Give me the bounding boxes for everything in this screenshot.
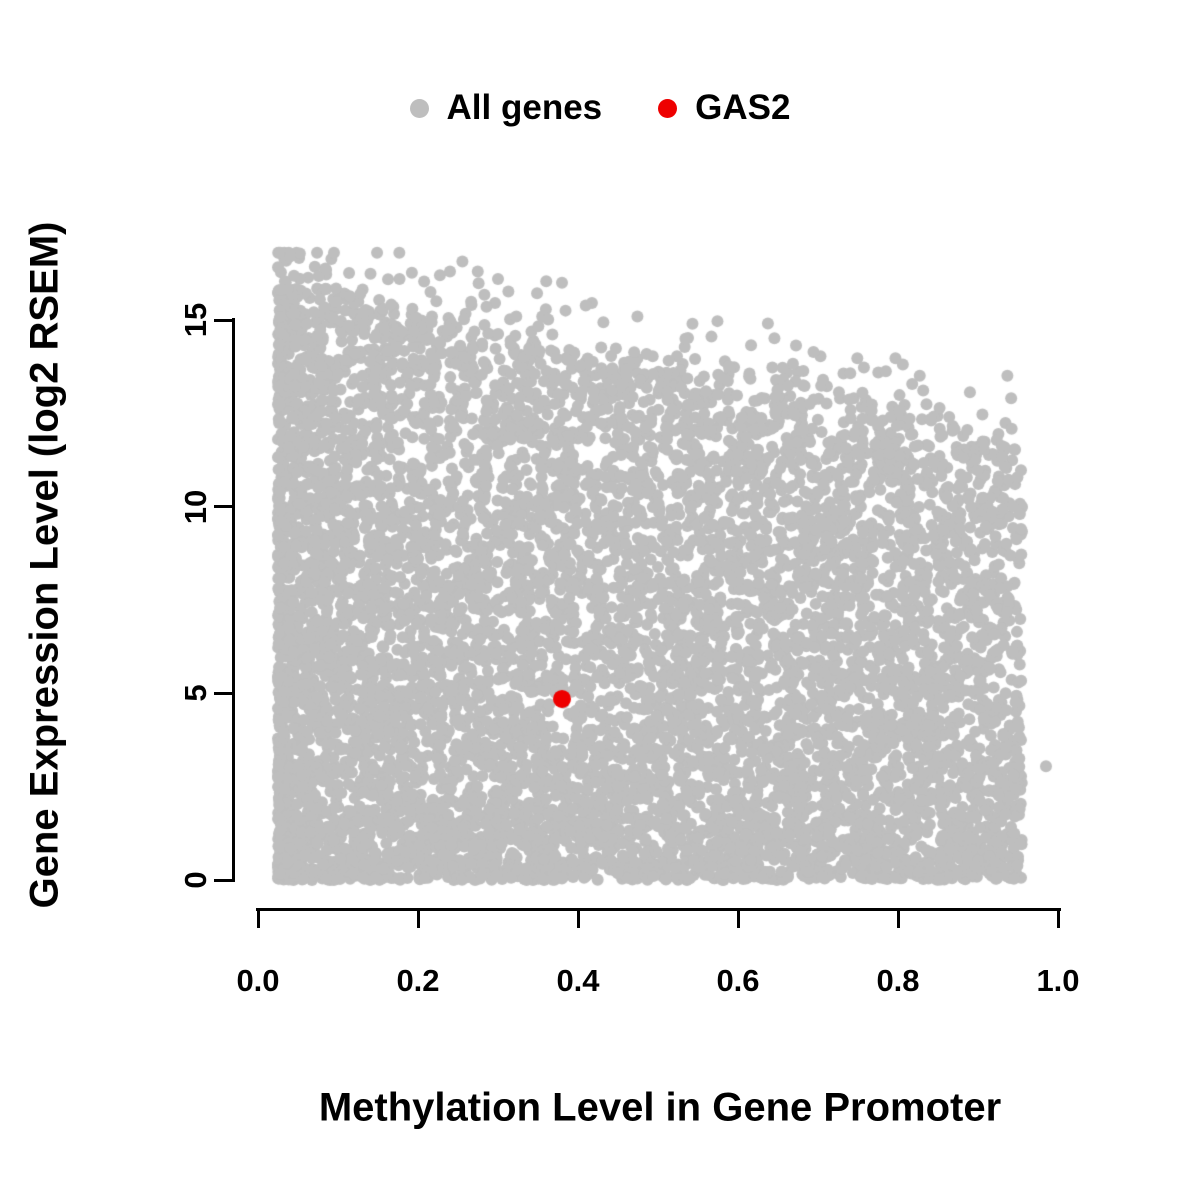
x-axis-title: Methylation Level in Gene Promoter <box>318 1085 1002 1130</box>
y-tick-label: 15 <box>178 302 213 338</box>
x-tick-label: 0.8 <box>876 963 920 998</box>
x-tick-mark <box>416 910 420 928</box>
x-tick-label: 0.6 <box>716 963 760 998</box>
y-tick-label: 5 <box>178 684 213 702</box>
x-axis-line <box>256 908 1061 911</box>
y-tick-mark <box>214 318 232 322</box>
y-axis-line <box>232 318 235 882</box>
y-tick-mark <box>214 505 232 509</box>
legend-item-gas2: GAS2 <box>658 88 790 128</box>
legend-label-all-genes: All genes <box>446 88 603 127</box>
legend: All genes GAS2 <box>0 88 1200 128</box>
y-tick-label: 0 <box>178 871 213 889</box>
y-axis-title: Gene Expression Level (log2 RSEM) <box>22 221 67 909</box>
y-tick-label: 10 <box>178 489 213 524</box>
y-tick-mark <box>214 878 232 882</box>
legend-dot-all-genes <box>409 98 429 118</box>
x-tick-mark <box>896 910 900 928</box>
x-tick-mark <box>256 910 260 928</box>
legend-item-all-genes: All genes <box>409 88 603 128</box>
x-tick-label: 0.4 <box>556 963 600 998</box>
legend-dot-gas2 <box>658 98 678 118</box>
x-tick-label: 0.2 <box>396 963 440 998</box>
x-tick-label: 1.0 <box>1036 963 1080 998</box>
legend-label-gas2: GAS2 <box>695 88 791 127</box>
y-tick-mark <box>214 691 232 695</box>
x-tick-mark <box>736 910 740 928</box>
x-tick-label: 0.0 <box>236 963 280 998</box>
x-tick-mark <box>576 910 580 928</box>
x-tick-mark <box>1056 910 1060 928</box>
